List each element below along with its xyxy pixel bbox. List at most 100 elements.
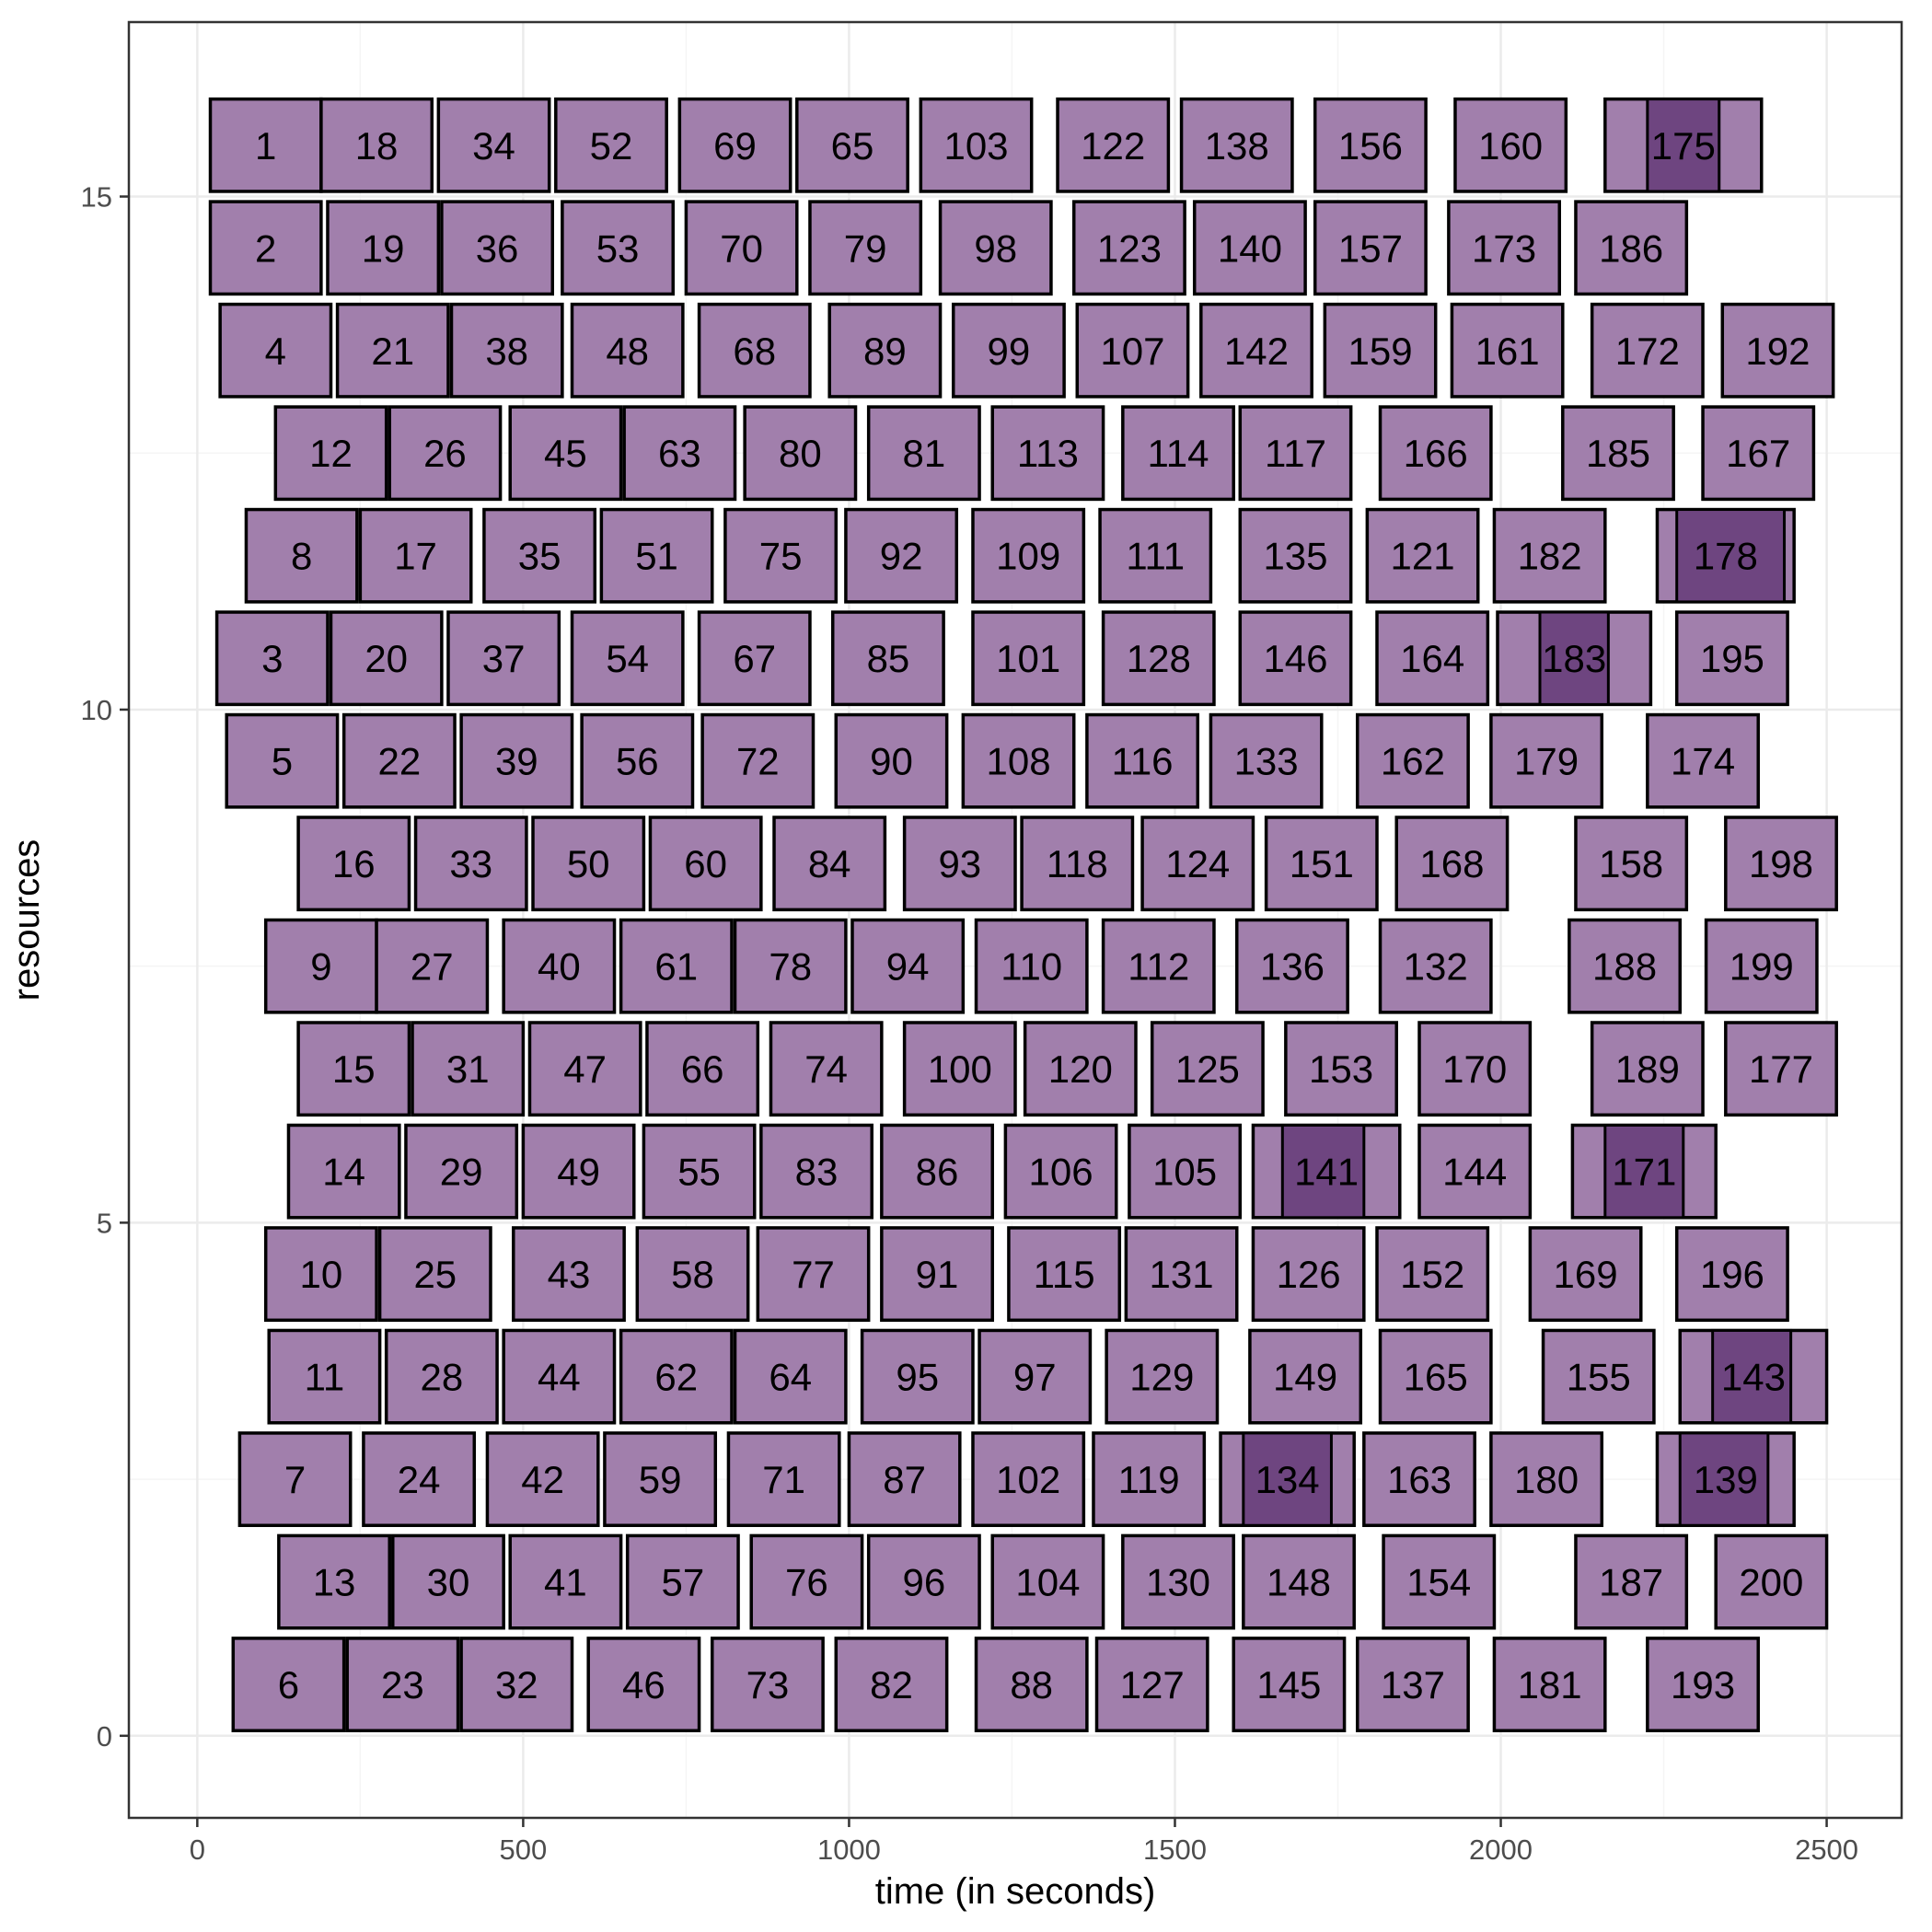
task-bar — [502, 1328, 617, 1425]
task-label: 144 — [1442, 1151, 1507, 1194]
task-label: 125 — [1175, 1047, 1240, 1091]
task-label: 71 — [762, 1458, 805, 1501]
task-130: 130 — [1121, 1533, 1235, 1630]
task-label: 75 — [759, 535, 803, 578]
task-87: 87 — [847, 1431, 962, 1528]
task-label: 131 — [1150, 1253, 1214, 1296]
task-label: 12 — [309, 432, 353, 475]
task-7: 7 — [237, 1431, 353, 1528]
task-59: 59 — [603, 1431, 718, 1528]
task-30: 30 — [391, 1533, 505, 1630]
task-141: 141 — [1251, 1123, 1402, 1220]
task-bar — [759, 1123, 873, 1220]
task-label: 127 — [1120, 1663, 1185, 1706]
task-label: 98 — [974, 226, 1017, 270]
task-bar — [1646, 712, 1760, 809]
task-label: 4 — [265, 330, 286, 373]
task-36: 36 — [440, 200, 555, 296]
task-label: 118 — [1047, 842, 1108, 885]
task-bar — [1150, 1021, 1265, 1117]
task-bar — [642, 1123, 757, 1220]
task-bar — [1574, 200, 1689, 296]
task-label: 84 — [808, 842, 851, 885]
task-label: 53 — [596, 226, 640, 270]
task-bar — [834, 1637, 949, 1732]
task-137: 137 — [1355, 1637, 1470, 1732]
task-bar — [697, 610, 812, 707]
task-62: 62 — [619, 1328, 734, 1425]
task-label: 177 — [1749, 1047, 1813, 1091]
task-label: 189 — [1615, 1047, 1680, 1091]
panel-border — [127, 20, 1903, 1820]
task-label: 143 — [1721, 1356, 1786, 1399]
task-bar — [1382, 1533, 1497, 1630]
task-bar — [1101, 918, 1216, 1014]
task-label: 123 — [1097, 226, 1162, 270]
task-bar — [1701, 405, 1816, 502]
task-bar — [1704, 918, 1819, 1014]
task-bar — [1232, 1637, 1347, 1732]
task-84: 84 — [772, 816, 887, 912]
task-bar — [974, 918, 1089, 1014]
task-44: 44 — [502, 1328, 617, 1425]
task-label: 175 — [1651, 124, 1716, 168]
task-label: 167 — [1726, 432, 1790, 475]
task-40: 40 — [502, 918, 617, 1014]
task-bar — [273, 405, 388, 502]
task-bar — [1355, 1637, 1470, 1732]
task-115: 115 — [1007, 1226, 1122, 1323]
task-12: 12 — [273, 405, 388, 502]
task-label: 115 — [1034, 1253, 1095, 1296]
task-bar — [1528, 1226, 1643, 1323]
task-68: 68 — [697, 302, 812, 399]
task-118: 118 — [1020, 816, 1135, 912]
task-label: 111 — [1126, 535, 1185, 578]
task-label: 15 — [332, 1047, 376, 1091]
task-bar — [769, 1021, 884, 1117]
task-156: 156 — [1313, 97, 1428, 193]
task-bar — [231, 1637, 346, 1732]
x-tick-label: 2500 — [1795, 1834, 1858, 1866]
task-bar — [951, 302, 1066, 399]
task-bar — [1124, 1226, 1239, 1323]
task-overlap-bar — [1538, 610, 1610, 706]
task-bar — [508, 405, 623, 502]
task-label: 34 — [472, 124, 515, 168]
task-102: 102 — [971, 1431, 1086, 1528]
task-bar — [1378, 1328, 1493, 1425]
task-bar — [684, 200, 799, 296]
task-97: 97 — [978, 1328, 1093, 1425]
task-label: 14 — [322, 1151, 365, 1194]
task-105: 105 — [1128, 1123, 1243, 1220]
task-2: 2 — [208, 200, 323, 296]
task-162: 162 — [1355, 712, 1470, 809]
task-label: 141 — [1294, 1151, 1359, 1194]
task-bar — [1492, 507, 1607, 604]
task-label: 42 — [521, 1458, 564, 1501]
task-label: 28 — [421, 1356, 464, 1399]
task-86: 86 — [880, 1123, 994, 1220]
task-bar — [697, 302, 812, 399]
task-bar — [1417, 1123, 1533, 1220]
task-168: 168 — [1394, 816, 1510, 912]
task-bar — [561, 200, 676, 296]
task-bar — [1101, 610, 1216, 707]
task-bar — [1313, 200, 1428, 296]
task-bar — [391, 1533, 505, 1630]
task-bar — [847, 1431, 962, 1528]
task-196: 196 — [1674, 1226, 1789, 1323]
task-label: 157 — [1338, 226, 1403, 270]
task-label: 40 — [538, 945, 581, 989]
task-42: 42 — [485, 1431, 600, 1528]
task-4: 4 — [218, 302, 333, 399]
task-29: 29 — [404, 1123, 519, 1220]
x-axis-title: time (in seconds) — [875, 1871, 1156, 1912]
task-bar — [1023, 1021, 1138, 1117]
task-bar — [436, 97, 551, 193]
task-181: 181 — [1492, 1637, 1607, 1732]
task-bar — [570, 610, 685, 707]
task-bar — [570, 302, 685, 399]
task-31: 31 — [411, 1021, 526, 1117]
